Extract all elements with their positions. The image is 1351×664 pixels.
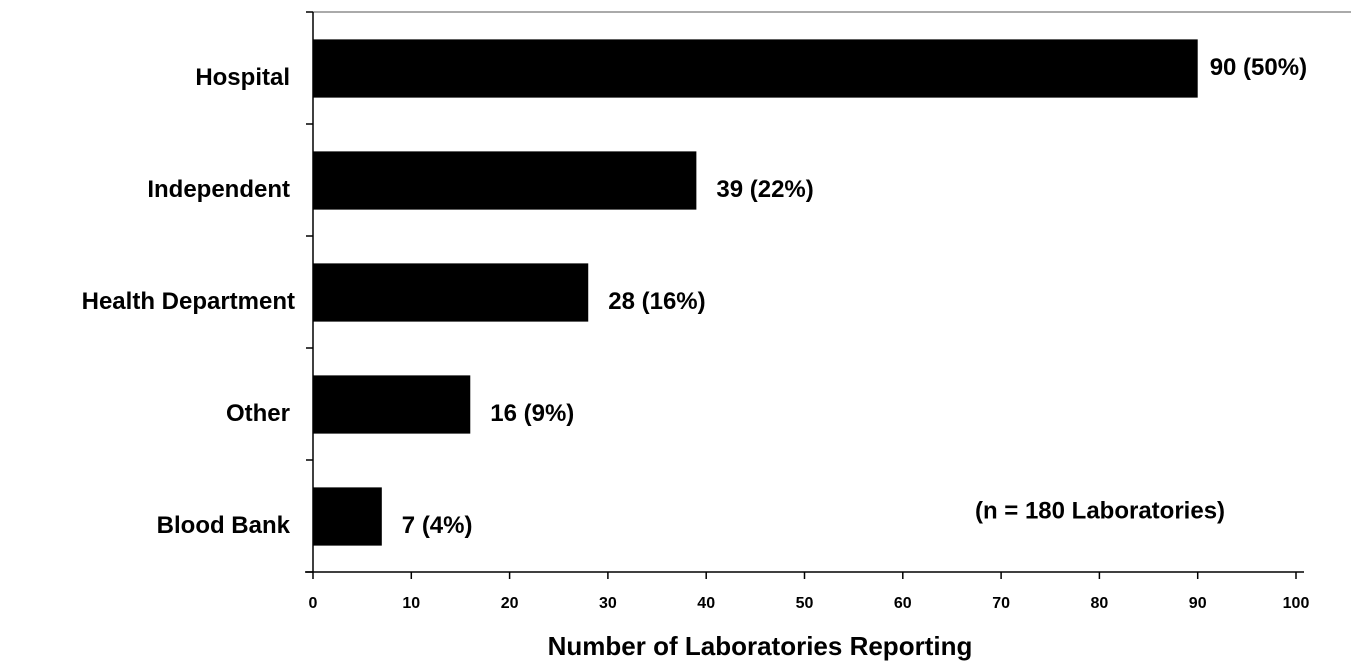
- bar: [313, 151, 697, 210]
- x-axis-title: Number of Laboratories Reporting: [548, 631, 973, 661]
- value-label: 16 (9%): [490, 400, 574, 427]
- x-tick-label: 60: [894, 595, 912, 612]
- bar: [313, 487, 382, 546]
- x-tick-label: 100: [1283, 595, 1310, 612]
- y-tick-label: Blood Bank: [157, 512, 291, 539]
- bar: [313, 263, 589, 322]
- value-label: 39 (22%): [716, 176, 813, 203]
- x-tick-label: 40: [697, 595, 715, 612]
- value-label: 90 (50%): [1210, 54, 1307, 81]
- x-tick-label: 80: [1091, 595, 1109, 612]
- x-tick-label: 30: [599, 595, 617, 612]
- x-tick-label: 90: [1189, 595, 1207, 612]
- bar: [313, 39, 1198, 98]
- y-tick-label: Health Department: [82, 288, 295, 315]
- bar: [313, 375, 471, 434]
- x-tick-label: 0: [309, 595, 318, 612]
- x-tick-label: 70: [992, 595, 1010, 612]
- annotation: (n = 180 Laboratories): [975, 497, 1225, 524]
- value-label: 28 (16%): [608, 288, 705, 315]
- x-tick-label: 50: [796, 595, 814, 612]
- y-tick-label: Other: [226, 400, 290, 427]
- y-tick-label: Hospital: [195, 64, 290, 91]
- x-tick-label: 10: [402, 595, 420, 612]
- value-label: 7 (4%): [402, 512, 473, 539]
- x-tick-label: 20: [501, 595, 519, 612]
- y-tick-label: Independent: [147, 176, 290, 203]
